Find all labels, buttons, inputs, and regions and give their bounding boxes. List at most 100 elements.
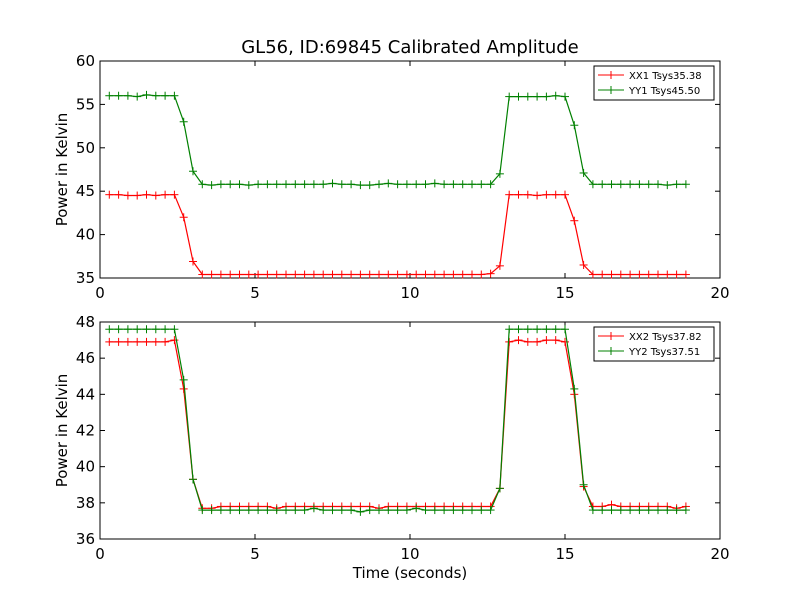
top-data-point	[570, 121, 579, 130]
top-data-point	[384, 179, 393, 188]
top-data-point	[505, 92, 514, 101]
bottom-data-point	[375, 506, 383, 515]
bottom-data-point	[272, 506, 281, 515]
top-data-point	[495, 261, 504, 270]
top-data-point	[337, 180, 346, 189]
top-data-point	[114, 91, 123, 100]
bottom-data-point	[458, 506, 467, 515]
top-data-point	[356, 181, 365, 190]
bottom-data-point	[347, 506, 356, 515]
top-subplot: 0 5 10 15 20 35 40 45 50 55 60 Power in Kelvin XX1…	[53, 52, 730, 302]
top-data-point	[123, 191, 132, 200]
top-data-point	[207, 270, 216, 279]
bottom-data-point	[561, 325, 569, 334]
bottom-plot-series	[105, 325, 690, 516]
top-data-point	[542, 92, 551, 101]
bottom-data-point	[291, 506, 300, 515]
top-data-point	[505, 190, 514, 199]
top-data-point	[161, 190, 170, 199]
top-data-point	[654, 180, 662, 189]
top-legend-label-xx1: XX1 Tsys35.38	[629, 71, 702, 82]
bottom-x-tick-label: 5	[250, 545, 260, 563]
bottom-data-point	[514, 325, 523, 334]
bottom-data-point	[468, 506, 476, 515]
bottom-data-point	[244, 506, 253, 515]
bottom-y-tick-label: 38	[76, 494, 95, 512]
top-data-point	[616, 270, 625, 279]
top-data-point	[561, 92, 569, 101]
top-data-point	[412, 270, 421, 279]
top-data-point	[588, 180, 597, 189]
top-data-point	[105, 91, 114, 100]
top-plot-series	[105, 90, 690, 279]
top-legend: XX1 Tsys35.38 YY1 Tsys45.50	[593, 65, 715, 101]
top-data-point	[393, 180, 402, 189]
bottom-data-point	[161, 325, 170, 334]
top-data-point	[440, 180, 449, 189]
bottom-y-tick-label: 48	[76, 313, 95, 331]
bottom-data-point	[430, 506, 439, 515]
bottom-data-point	[533, 325, 542, 334]
top-x-tick-label: 0	[95, 284, 105, 302]
top-data-point	[282, 270, 290, 279]
top-data-point	[412, 180, 421, 189]
bottom-data-point	[356, 507, 365, 516]
bottom-subplot: 0 5 10 15 20 36 38 40 42 44 46 48 Power in Kelvin T…	[53, 313, 730, 582]
top-data-point	[347, 180, 356, 189]
bottom-data-point	[412, 504, 421, 513]
top-data-point	[598, 180, 607, 189]
bottom-y-tick-label: 36	[76, 530, 95, 548]
bottom-data-point	[207, 506, 216, 515]
top-data-point	[235, 180, 244, 189]
bottom-data-point	[486, 506, 495, 515]
top-data-point	[644, 270, 653, 279]
top-data-point	[142, 190, 151, 199]
top-data-point	[533, 191, 542, 200]
top-data-point	[579, 260, 588, 269]
top-data-point	[514, 190, 523, 199]
top-data-point	[189, 167, 197, 176]
top-data-point	[588, 270, 597, 279]
top-data-point	[319, 180, 328, 189]
bottom-data-point	[681, 506, 690, 515]
bottom-data-point	[309, 504, 318, 513]
bottom-axis-ticks: 0 5 10 15 20 36 38 40 42 44 46 48	[76, 313, 730, 563]
bottom-data-point	[561, 337, 569, 346]
bottom-data-point	[319, 506, 328, 515]
top-data-point	[170, 190, 179, 199]
bottom-data-point	[151, 325, 160, 334]
top-data-point	[170, 91, 179, 100]
bottom-data-point	[300, 506, 309, 515]
chart-title: GL56, ID:69845 Calibrated Amplitude	[241, 37, 579, 58]
top-data-point	[672, 180, 681, 189]
bottom-data-point	[337, 506, 346, 515]
top-data-point	[356, 270, 365, 279]
bottom-data-point	[123, 337, 132, 346]
bottom-data-point	[123, 325, 132, 334]
bottom-data-point	[282, 506, 290, 515]
top-data-point	[495, 169, 504, 178]
top-x-tick-label: 20	[710, 284, 729, 302]
bottom-data-point	[328, 506, 337, 515]
bottom-data-point	[654, 506, 662, 515]
top-data-point	[319, 270, 328, 279]
top-data-point	[198, 180, 207, 189]
top-data-point	[291, 180, 300, 189]
top-data-point	[477, 270, 486, 279]
bottom-x-tick-label: 0	[95, 545, 105, 563]
top-data-point	[189, 257, 197, 266]
top-data-point	[337, 270, 346, 279]
top-data-point	[347, 270, 356, 279]
top-data-point	[142, 90, 151, 99]
top-data-point	[551, 91, 560, 100]
top-data-point	[179, 117, 188, 126]
top-data-point	[282, 180, 290, 189]
top-data-point	[207, 181, 216, 190]
top-data-point	[133, 92, 142, 101]
bottom-data-point	[523, 337, 532, 346]
bottom-data-point	[440, 506, 449, 515]
bottom-data-point	[142, 337, 151, 346]
top-data-point	[672, 270, 681, 279]
bottom-data-point	[235, 506, 244, 515]
top-data-point	[421, 270, 430, 279]
